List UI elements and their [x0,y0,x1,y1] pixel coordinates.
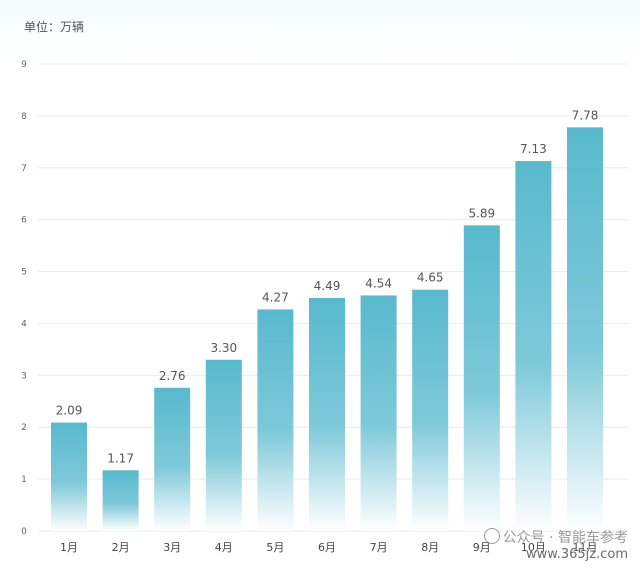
bar [154,387,191,531]
x-tick-label: 9月 [473,541,491,554]
value-label: 4.54 [365,276,392,290]
wechat-icon [483,528,500,544]
value-label: 7.78 [572,108,599,122]
bar-layer [51,127,603,531]
bar [257,309,294,531]
y-tick-label: 9 [21,60,27,70]
bar [567,127,603,531]
bar [412,289,449,531]
x-axis: 1月 2月 3月 4月 5月 6月 7月 8月 9月 10月 11月 [60,541,598,554]
value-label: 4.49 [314,279,341,293]
y-tick-label: 4 [21,319,27,329]
x-tick-label: 4月 [215,541,233,554]
bar [102,470,139,531]
x-tick-label: 1月 [60,541,78,554]
bar [463,225,500,531]
value-label: 1.17 [107,451,134,465]
bar [515,161,552,531]
y-axis: 0 1 2 3 4 5 6 7 8 9 [21,60,27,537]
y-tick-label: 3 [21,371,27,381]
value-label: 4.27 [262,290,289,304]
y-tick-label: 8 [21,112,27,122]
bar [205,359,242,531]
watermark: 公众号 · 智能车参考 www.365jz.com [483,527,628,562]
value-label: 4.65 [417,271,444,285]
bar [51,422,87,531]
value-label: 5.89 [468,206,495,220]
unit-label: 单位：万辆 [24,20,85,34]
bar [309,298,345,531]
x-tick-label: 5月 [266,541,284,554]
y-tick-label: 0 [21,527,27,537]
value-label: 2.09 [56,404,83,418]
value-label: 3.30 [210,341,237,355]
bar [360,295,397,531]
x-tick-label: 2月 [112,541,130,554]
value-label: 7.13 [520,142,547,156]
x-tick-label: 3月 [163,541,181,554]
x-tick-label: 10月 [521,541,546,554]
x-tick-label: 7月 [370,541,388,554]
watermark-site: www.365jz.com [526,547,628,562]
y-tick-label: 1 [21,475,27,485]
watermark-account: 公众号 · 智能车参考 [502,530,628,546]
x-tick-label: 11月 [573,541,598,554]
value-label: 2.76 [159,369,186,383]
y-tick-label: 2 [21,423,27,433]
y-tick-label: 7 [21,164,27,174]
y-tick-label: 6 [21,216,27,226]
value-labels: 2.09 1.17 2.76 3.30 4.27 4.49 4.54 4.65 5.89 7.13… [56,108,599,465]
y-tick-label: 5 [21,268,27,278]
x-tick-label: 6月 [318,541,336,554]
x-tick-label: 8月 [421,541,439,554]
